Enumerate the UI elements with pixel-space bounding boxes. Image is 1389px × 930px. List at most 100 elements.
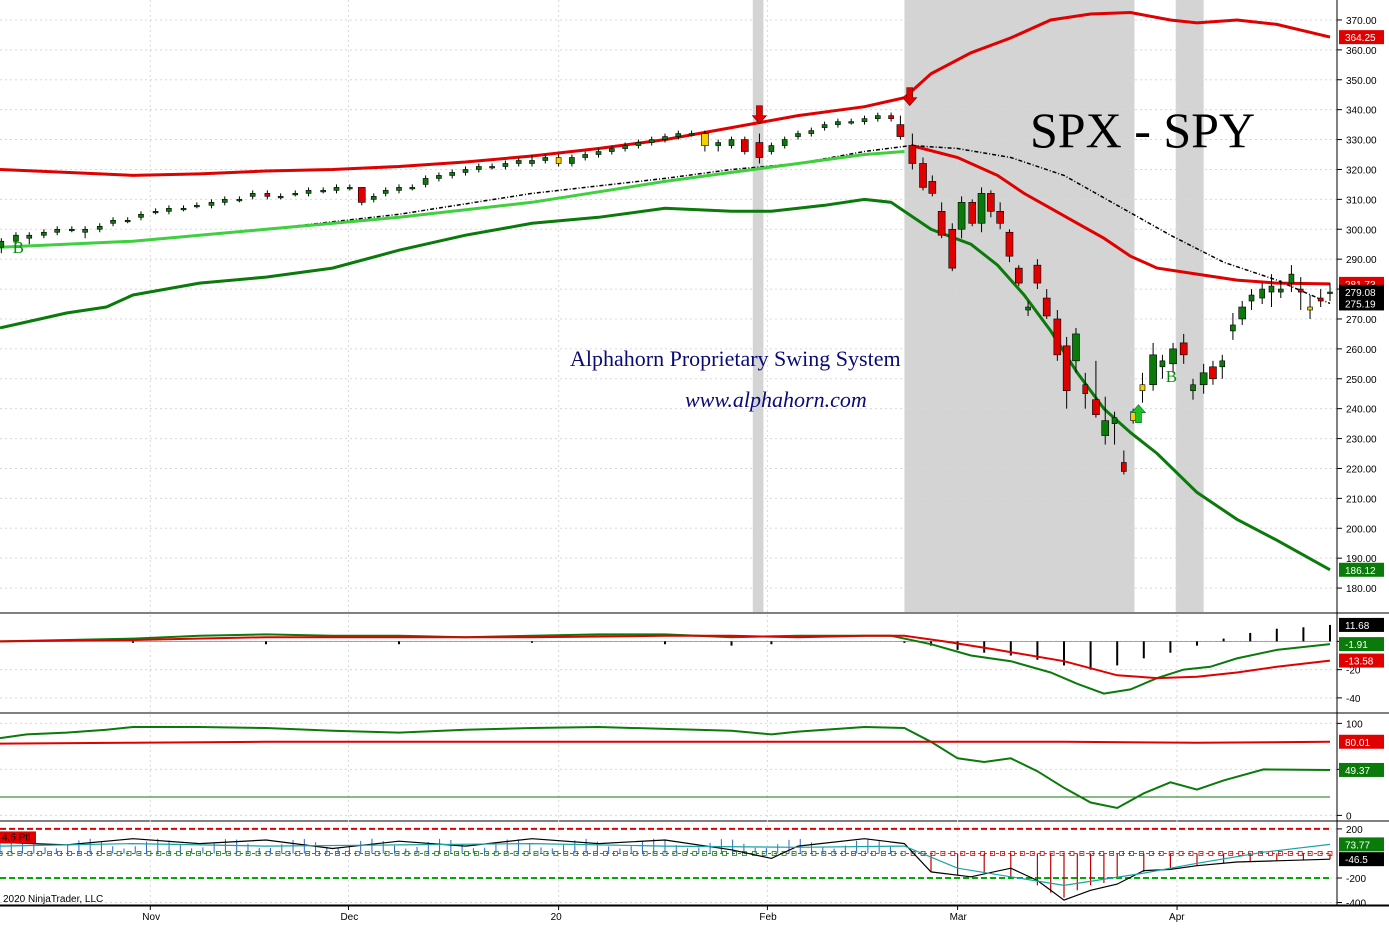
candle-body — [1288, 273, 1295, 284]
y-tick-label: -200 — [1346, 874, 1366, 885]
candle-body — [1307, 306, 1313, 311]
y-tick-label: 250.00 — [1346, 375, 1377, 386]
candle-body — [1268, 285, 1275, 293]
price-badge-bg — [1339, 762, 1384, 777]
candle-body — [874, 115, 881, 119]
osc3-marker — [1079, 851, 1085, 856]
y-tick-label: 210.00 — [1346, 494, 1377, 505]
osc3-marker — [1277, 851, 1283, 856]
osc3-marker — [900, 851, 906, 856]
osc3-marker — [970, 851, 976, 856]
osc3-marker — [106, 851, 112, 856]
candle-body — [138, 214, 144, 218]
candle-body — [542, 157, 549, 161]
candle-body — [1248, 294, 1255, 302]
candle-body — [1121, 462, 1127, 472]
watermark-url: www.alphahorn.com — [685, 387, 867, 412]
x-tick-label: Nov — [142, 912, 160, 923]
price-badge-label: 80.01 — [1345, 738, 1370, 749]
candle-body — [292, 193, 299, 196]
osc3-marker — [1218, 851, 1224, 856]
candle-body — [675, 133, 682, 137]
y-tick-label: 330.00 — [1346, 136, 1377, 147]
candle-body — [835, 121, 841, 125]
osc3-marker — [335, 851, 340, 856]
chart-title: SPX - SPY — [1030, 102, 1255, 158]
candle-body — [357, 187, 366, 203]
osc3-marker — [215, 851, 221, 856]
price-badge: 80.01 — [1339, 734, 1384, 749]
candle-body — [740, 139, 749, 152]
osc3-marker — [196, 851, 201, 856]
candle-body — [1053, 318, 1062, 356]
candle-body — [919, 163, 927, 188]
candle-body — [848, 121, 855, 124]
osc3-marker — [37, 851, 43, 856]
candle-body — [1072, 333, 1080, 362]
candle-body — [124, 219, 131, 223]
price-badge: -1.91 — [1339, 637, 1384, 652]
price-badge-bg — [1339, 296, 1384, 311]
candle-body — [529, 160, 535, 164]
osc3-left-label: 4.6 Ptl — [2, 832, 30, 843]
x-tick-label: Apr — [1169, 912, 1185, 923]
osc2-green-line — [0, 725, 1331, 810]
osc3-marker — [156, 851, 162, 856]
osc3-marker — [573, 851, 579, 856]
osc3-marker — [801, 851, 807, 856]
candle-body — [382, 190, 389, 194]
candle-body — [502, 163, 509, 167]
candle-body — [462, 169, 469, 173]
osc3-marker — [1228, 851, 1234, 856]
candle-body — [1130, 411, 1136, 421]
osc3-marker — [1208, 851, 1214, 856]
osc3-marker — [1287, 851, 1293, 856]
sell-arrow — [751, 105, 768, 125]
price-badge: 49.37 — [1339, 762, 1384, 777]
candle-body — [1179, 342, 1188, 356]
osc3-marker — [1129, 851, 1134, 856]
candle-body — [1042, 297, 1051, 317]
candle-body — [1297, 288, 1304, 293]
osc3-marker — [503, 851, 509, 856]
candle-body — [221, 199, 228, 203]
osc3-teal-line — [0, 842, 1331, 887]
candle-body — [82, 228, 88, 233]
osc3-marker — [672, 851, 678, 856]
candle-body — [968, 202, 977, 224]
osc3-marker — [275, 851, 281, 856]
osc3-marker — [603, 851, 608, 856]
candle-body — [333, 187, 340, 191]
candle-body — [409, 187, 416, 190]
osc3-left-label-bg — [0, 831, 36, 844]
osc3-marker — [285, 851, 291, 856]
osc3-marker — [990, 851, 995, 856]
osc3-marker — [7, 851, 13, 856]
candle-body — [69, 228, 75, 232]
candle-body — [180, 208, 187, 211]
osc3-marker — [821, 851, 827, 856]
osc3-marker — [384, 851, 390, 856]
price-line-moving-average — [0, 144, 1331, 305]
osc3-marker — [950, 851, 956, 856]
osc3-marker — [553, 851, 559, 856]
osc3-marker — [1119, 851, 1124, 856]
candle-body — [755, 142, 764, 158]
osc3-marker — [136, 851, 142, 856]
candle-body — [1190, 384, 1196, 392]
y-tick-label: 260.00 — [1346, 345, 1377, 356]
candle-body — [1025, 306, 1031, 311]
osc3-marker — [751, 851, 757, 856]
price-badge-bg — [1339, 653, 1384, 668]
price-badge-bg — [1339, 852, 1384, 867]
price-badge: -46.5 — [1339, 852, 1384, 867]
candle-body — [96, 225, 103, 230]
price-line-lower-band — [0, 197, 1331, 572]
osc3-marker — [890, 851, 896, 856]
candle-body — [166, 208, 172, 212]
candle-body — [701, 133, 709, 146]
candle-body — [1259, 288, 1265, 299]
candle-body — [821, 124, 828, 128]
price-badge-bg — [1339, 284, 1384, 299]
candle-body — [320, 190, 326, 193]
